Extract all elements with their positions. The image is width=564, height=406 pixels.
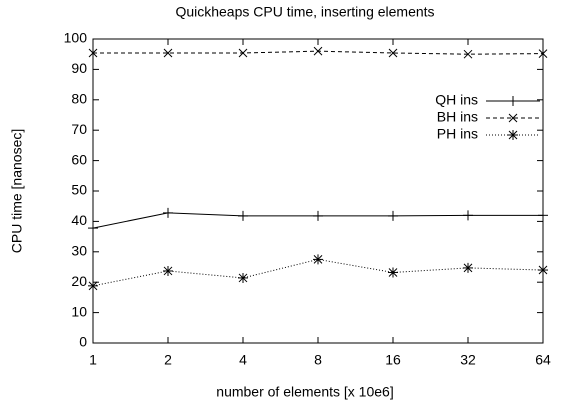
marker-stroke bbox=[388, 48, 398, 58]
y-tick-label: 20 bbox=[71, 273, 87, 289]
marker bbox=[88, 280, 98, 291]
marker bbox=[508, 113, 518, 123]
marker bbox=[508, 130, 518, 140]
y-tick-label: 90 bbox=[71, 60, 87, 76]
x-tick-label: 4 bbox=[239, 352, 247, 368]
marker-stroke bbox=[163, 266, 173, 276]
marker bbox=[538, 210, 548, 221]
marker bbox=[538, 265, 548, 276]
marker-stroke bbox=[508, 130, 518, 140]
marker-stroke bbox=[238, 273, 248, 283]
marker bbox=[163, 48, 173, 58]
marker bbox=[538, 49, 548, 58]
y-tick-label: 70 bbox=[71, 121, 87, 137]
marker-stroke bbox=[88, 281, 98, 291]
x-tick-label: 1 bbox=[89, 352, 97, 368]
marker bbox=[463, 49, 473, 59]
y-tick-label: 50 bbox=[71, 182, 87, 198]
marker-stroke bbox=[313, 255, 323, 264]
x-tick-label: 2 bbox=[164, 352, 172, 368]
marker bbox=[163, 265, 173, 276]
marker bbox=[388, 267, 398, 278]
marker bbox=[88, 223, 98, 234]
marker bbox=[238, 48, 248, 58]
marker-stroke bbox=[538, 49, 548, 58]
y-tick-label: 100 bbox=[64, 30, 88, 46]
marker bbox=[88, 48, 98, 58]
marker bbox=[313, 210, 323, 221]
marker-stroke bbox=[538, 265, 548, 275]
y-axis-label: CPU time [nanosec] bbox=[9, 129, 25, 254]
x-tick-label: 16 bbox=[385, 352, 401, 368]
marker-stroke bbox=[88, 48, 98, 58]
marker-stroke bbox=[508, 113, 518, 123]
marker-stroke bbox=[388, 268, 398, 277]
legend-label: PH ins bbox=[437, 126, 478, 142]
marker bbox=[463, 210, 473, 221]
marker bbox=[238, 210, 248, 221]
x-tick-label: 32 bbox=[460, 352, 476, 368]
marker bbox=[388, 48, 398, 58]
plot-frame bbox=[92, 38, 544, 344]
y-tick-label: 10 bbox=[71, 303, 87, 319]
marker bbox=[163, 207, 173, 218]
y-tick-label: 80 bbox=[71, 91, 87, 107]
marker-stroke bbox=[463, 49, 473, 59]
x-axis-label: number of elements [x 10e6] bbox=[216, 384, 393, 400]
y-tick-label: 30 bbox=[71, 243, 87, 259]
y-tick-label: 40 bbox=[71, 212, 87, 228]
marker bbox=[238, 272, 248, 283]
legend-label: QH ins bbox=[435, 92, 478, 108]
x-tick-label: 64 bbox=[535, 352, 551, 368]
marker-stroke bbox=[163, 48, 173, 58]
marker bbox=[508, 96, 518, 106]
marker bbox=[463, 262, 473, 273]
marker-stroke bbox=[313, 46, 323, 56]
y-tick-label: 60 bbox=[71, 151, 87, 167]
marker-stroke bbox=[463, 263, 473, 273]
marker-stroke bbox=[238, 48, 248, 58]
marker bbox=[313, 46, 323, 56]
y-tick-label: 0 bbox=[79, 334, 87, 350]
marker bbox=[313, 254, 323, 265]
chart-title: Quickheaps CPU time, inserting elements bbox=[175, 4, 434, 20]
x-tick-label: 8 bbox=[314, 352, 322, 368]
legend-label: BH ins bbox=[437, 109, 478, 125]
marker bbox=[388, 210, 398, 221]
